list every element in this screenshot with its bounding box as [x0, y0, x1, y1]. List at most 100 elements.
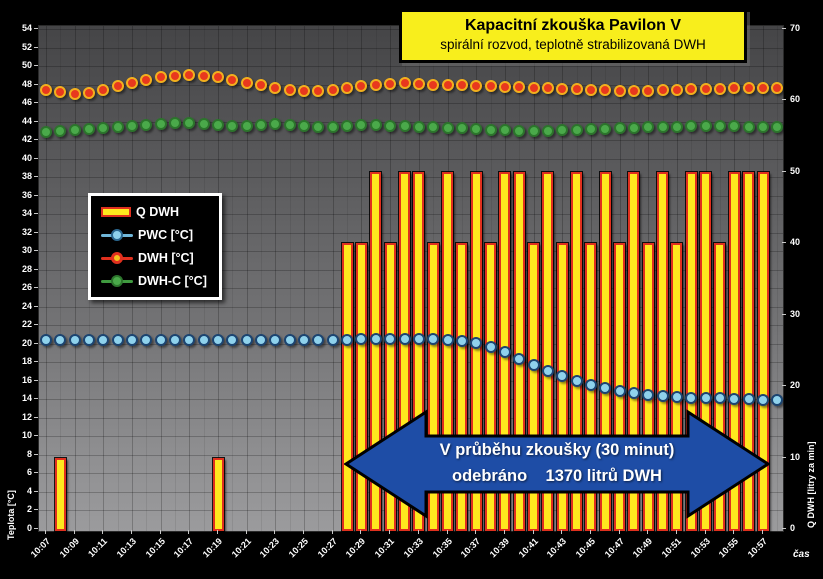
left-axis-tick — [34, 46, 38, 48]
scatter-series-layer — [39, 26, 784, 531]
left-axis-label: 32 — [21, 226, 32, 237]
h-gridline — [39, 306, 783, 308]
left-axis-tick — [34, 231, 38, 233]
x-axis-tick — [647, 530, 649, 534]
qdwh-bar — [728, 171, 740, 531]
dwhc-point — [613, 122, 626, 135]
left-axis-tick — [34, 102, 38, 104]
legend-item-dwh: DWH [°C] — [101, 251, 211, 265]
qdwh-bar — [628, 171, 640, 531]
left-axis-label: 36 — [21, 189, 32, 200]
h-gridline — [39, 343, 783, 345]
x-axis-tick — [503, 530, 505, 534]
dwhc-point — [470, 123, 483, 135]
dwh-point — [54, 85, 67, 98]
left-axis-label: 34 — [21, 208, 32, 219]
v-gridline — [318, 26, 319, 531]
x-axis-tick — [675, 530, 677, 534]
left-axis-tick — [34, 324, 38, 326]
pwc-dot-marker-icon — [101, 229, 133, 241]
dwh-point — [240, 76, 253, 89]
dwhc-point — [398, 120, 411, 133]
qdwh-bar — [384, 243, 396, 531]
dwhc-point — [283, 119, 296, 132]
dwh-point — [341, 82, 354, 95]
dwhc-point — [556, 123, 569, 136]
pwc-point — [584, 378, 597, 391]
pwc-point — [427, 333, 440, 346]
dwhc-point — [771, 121, 784, 134]
pwc-point — [111, 334, 124, 347]
left-axis-label: 54 — [21, 23, 32, 33]
pwc-point — [685, 391, 698, 404]
pwc-point — [728, 393, 741, 406]
dwhc-point — [513, 124, 526, 137]
legend-label: PWC [°C] — [138, 228, 193, 242]
dwh-point — [97, 84, 110, 97]
dwh-point — [556, 83, 569, 96]
x-axis-tick — [475, 530, 477, 534]
h-gridline — [39, 362, 783, 364]
h-gridline — [39, 380, 783, 382]
dwhc-point — [384, 120, 397, 133]
pwc-point — [556, 370, 569, 383]
qdwh-bar — [341, 243, 353, 531]
dwh-point — [283, 84, 296, 97]
left-axis-tick — [34, 398, 38, 400]
dwhc-point — [627, 122, 640, 135]
legend-label: DWH-C [°C] — [138, 274, 207, 288]
qdwh-bar — [642, 243, 654, 531]
dwh-point — [226, 73, 239, 86]
x-axis-tick — [762, 530, 763, 534]
dwh-point — [412, 77, 425, 90]
qdwh-bar — [442, 171, 454, 531]
left-axis-label: 52 — [21, 41, 32, 52]
dwhc-point — [197, 118, 210, 131]
pwc-point — [183, 334, 196, 347]
pwc-point — [212, 334, 225, 347]
pwc-point — [197, 334, 210, 347]
dwh-point — [111, 80, 124, 93]
left-axis-tick — [34, 305, 38, 307]
v-gridline — [290, 26, 291, 531]
pwc-point — [255, 334, 268, 347]
h-gridline — [39, 84, 783, 86]
pwc-point — [240, 334, 253, 347]
dwhc-point — [699, 120, 712, 133]
qdwh-bar — [399, 171, 410, 531]
dwh-point — [183, 69, 196, 82]
left-axis-label: 28 — [21, 263, 32, 274]
pwc-point — [154, 334, 167, 347]
h-gridline — [39, 66, 783, 68]
qdwh-bar — [571, 171, 583, 531]
dwhc-point — [126, 120, 139, 133]
qdwh-bar — [485, 243, 497, 531]
right-axis-tick — [782, 528, 786, 529]
pwc-point — [283, 334, 296, 347]
pwc-point — [40, 334, 52, 347]
left-axis-tick — [34, 250, 38, 252]
left-axis-tick — [34, 120, 38, 122]
dwh-point — [255, 79, 268, 92]
dwhc-point — [255, 119, 268, 132]
qdwh-bar — [714, 243, 726, 531]
pwc-point — [412, 333, 425, 346]
h-gridline — [39, 232, 783, 234]
dwh-point — [771, 82, 784, 95]
dwhc-point — [642, 121, 655, 134]
qdwh-bar — [685, 171, 697, 531]
dwh-dot-marker-icon — [101, 252, 133, 264]
v-gridline — [333, 26, 334, 531]
dwhc-point — [584, 123, 597, 135]
dwhc-point — [111, 121, 124, 134]
h-gridline — [39, 140, 783, 142]
dwh-point — [699, 83, 712, 96]
dwh-point — [427, 78, 440, 91]
left-axis-tick — [34, 490, 38, 492]
x-axis-tick — [389, 530, 391, 534]
dwhc-dot-marker-icon — [101, 275, 133, 287]
left-axis-label: 8 — [26, 448, 32, 459]
pwc-point — [470, 336, 483, 349]
dwh-point — [83, 86, 96, 99]
